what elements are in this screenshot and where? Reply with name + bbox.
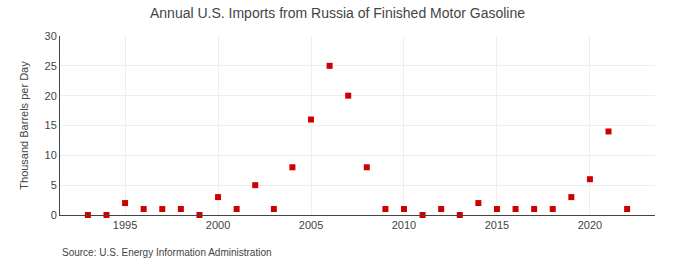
svg-text:5: 5 [51, 179, 57, 191]
svg-text:Thousand Barrels per Day: Thousand Barrels per Day [18, 61, 30, 190]
svg-text:2005: 2005 [299, 219, 323, 231]
svg-text:1995: 1995 [113, 219, 137, 231]
svg-text:2015: 2015 [485, 219, 509, 231]
svg-text:10: 10 [45, 149, 57, 161]
svg-text:Source: U.S. Energy Informatio: Source: U.S. Energy Information Administ… [62, 247, 272, 258]
svg-text:2020: 2020 [578, 219, 602, 231]
svg-text:25: 25 [45, 60, 57, 72]
svg-text:15: 15 [45, 119, 57, 131]
svg-text:2010: 2010 [392, 219, 416, 231]
svg-text:0: 0 [51, 209, 57, 221]
svg-text:30: 30 [45, 30, 57, 42]
svg-text:20: 20 [45, 90, 57, 102]
svg-text:Annual U.S. Imports from Russi: Annual U.S. Imports from Russia of Finis… [150, 5, 525, 21]
svg-text:2000: 2000 [206, 219, 230, 231]
